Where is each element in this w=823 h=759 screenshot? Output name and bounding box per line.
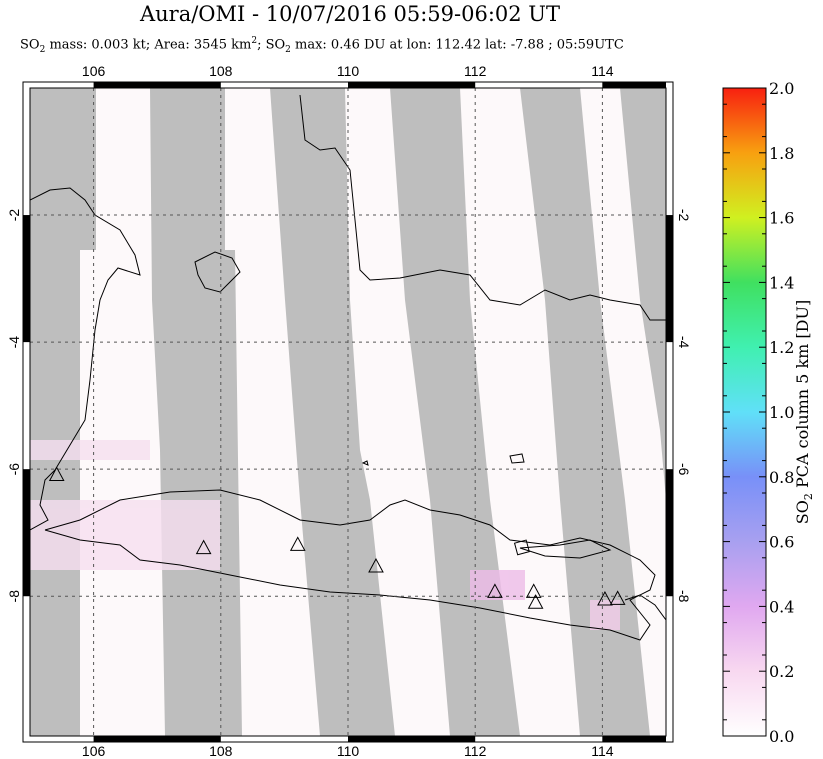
lon-tick-bottom: 110 <box>337 743 360 759</box>
volcano-markers <box>48 466 626 609</box>
lat-tick-left: -6 <box>6 463 22 476</box>
volcano-marker <box>368 557 384 573</box>
border-bar-bottom <box>602 736 666 742</box>
so2-max-marker <box>513 539 530 556</box>
volcano-marker <box>487 583 503 598</box>
lon-tick-top: 110 <box>337 63 360 79</box>
volcano-marker <box>195 539 212 555</box>
lon-tick-top: 112 <box>464 63 487 79</box>
lon-tick-top: 108 <box>209 63 233 79</box>
no-data-band <box>30 88 96 736</box>
karimunjawa <box>509 453 525 464</box>
sumatra-coast <box>30 187 141 531</box>
lon-tick-bottom: 108 <box>209 743 233 759</box>
border-bar-bottom <box>348 736 476 742</box>
lat-tick-right: -2 <box>676 209 692 222</box>
volcano-marker <box>525 583 542 598</box>
map-body <box>30 88 666 736</box>
lat-tick-left: -4 <box>6 336 22 349</box>
border-bar-top <box>602 82 666 88</box>
so2-patch <box>470 570 525 600</box>
border-bar-top <box>93 82 221 88</box>
no-data-band <box>620 88 666 500</box>
no-data-band <box>150 88 242 736</box>
so2-patch <box>30 440 150 460</box>
madura-island <box>519 539 612 559</box>
lon-tick-top: 106 <box>82 63 106 79</box>
lat-tick-right: -4 <box>676 336 692 349</box>
bawean-island <box>361 460 369 466</box>
lat-tick-right: -6 <box>676 463 692 476</box>
map-subtitle: SO2 mass: 0.003 kt; Area: 3545 km2; SO2 … <box>20 36 624 55</box>
volcano-marker <box>48 466 65 482</box>
lon-tick-top: 114 <box>591 63 614 79</box>
border-bar-right <box>666 215 673 343</box>
lon-tick-bottom: 112 <box>464 743 487 759</box>
java-coast <box>44 489 656 641</box>
axis-tick-labels: 106 106 108 108 110 110 112 112 114 114 -2 -2 -4 -4 -6… <box>6 63 692 759</box>
no-data-band <box>520 88 650 736</box>
volcano-marker <box>597 590 613 606</box>
graticule <box>30 88 666 736</box>
border-bar-left <box>23 215 30 343</box>
bangka-island <box>194 251 241 293</box>
lon-tick-bottom: 106 <box>82 743 106 759</box>
borneo-coast <box>299 94 666 321</box>
lat-tick-left: -2 <box>6 209 22 222</box>
volcano-marker <box>609 590 626 605</box>
volcano-marker <box>289 536 306 551</box>
map-title: Aura/OMI - 10/07/2016 05:59-06:02 UT <box>139 2 560 26</box>
coastlines <box>30 94 666 641</box>
border-bar-right <box>666 469 673 597</box>
lat-tick-left: -8 <box>6 590 22 603</box>
bali-coast <box>624 594 666 621</box>
border-bar-left <box>23 469 30 597</box>
border-bar-top <box>348 82 476 88</box>
lon-tick-bottom: 114 <box>591 743 614 759</box>
volcano-marker <box>527 594 544 609</box>
border-bar-bottom <box>93 736 221 742</box>
map-border-bars <box>23 82 673 742</box>
so2-patch <box>30 500 220 570</box>
lat-tick-right: -8 <box>676 590 692 603</box>
no-data-band <box>270 88 395 736</box>
